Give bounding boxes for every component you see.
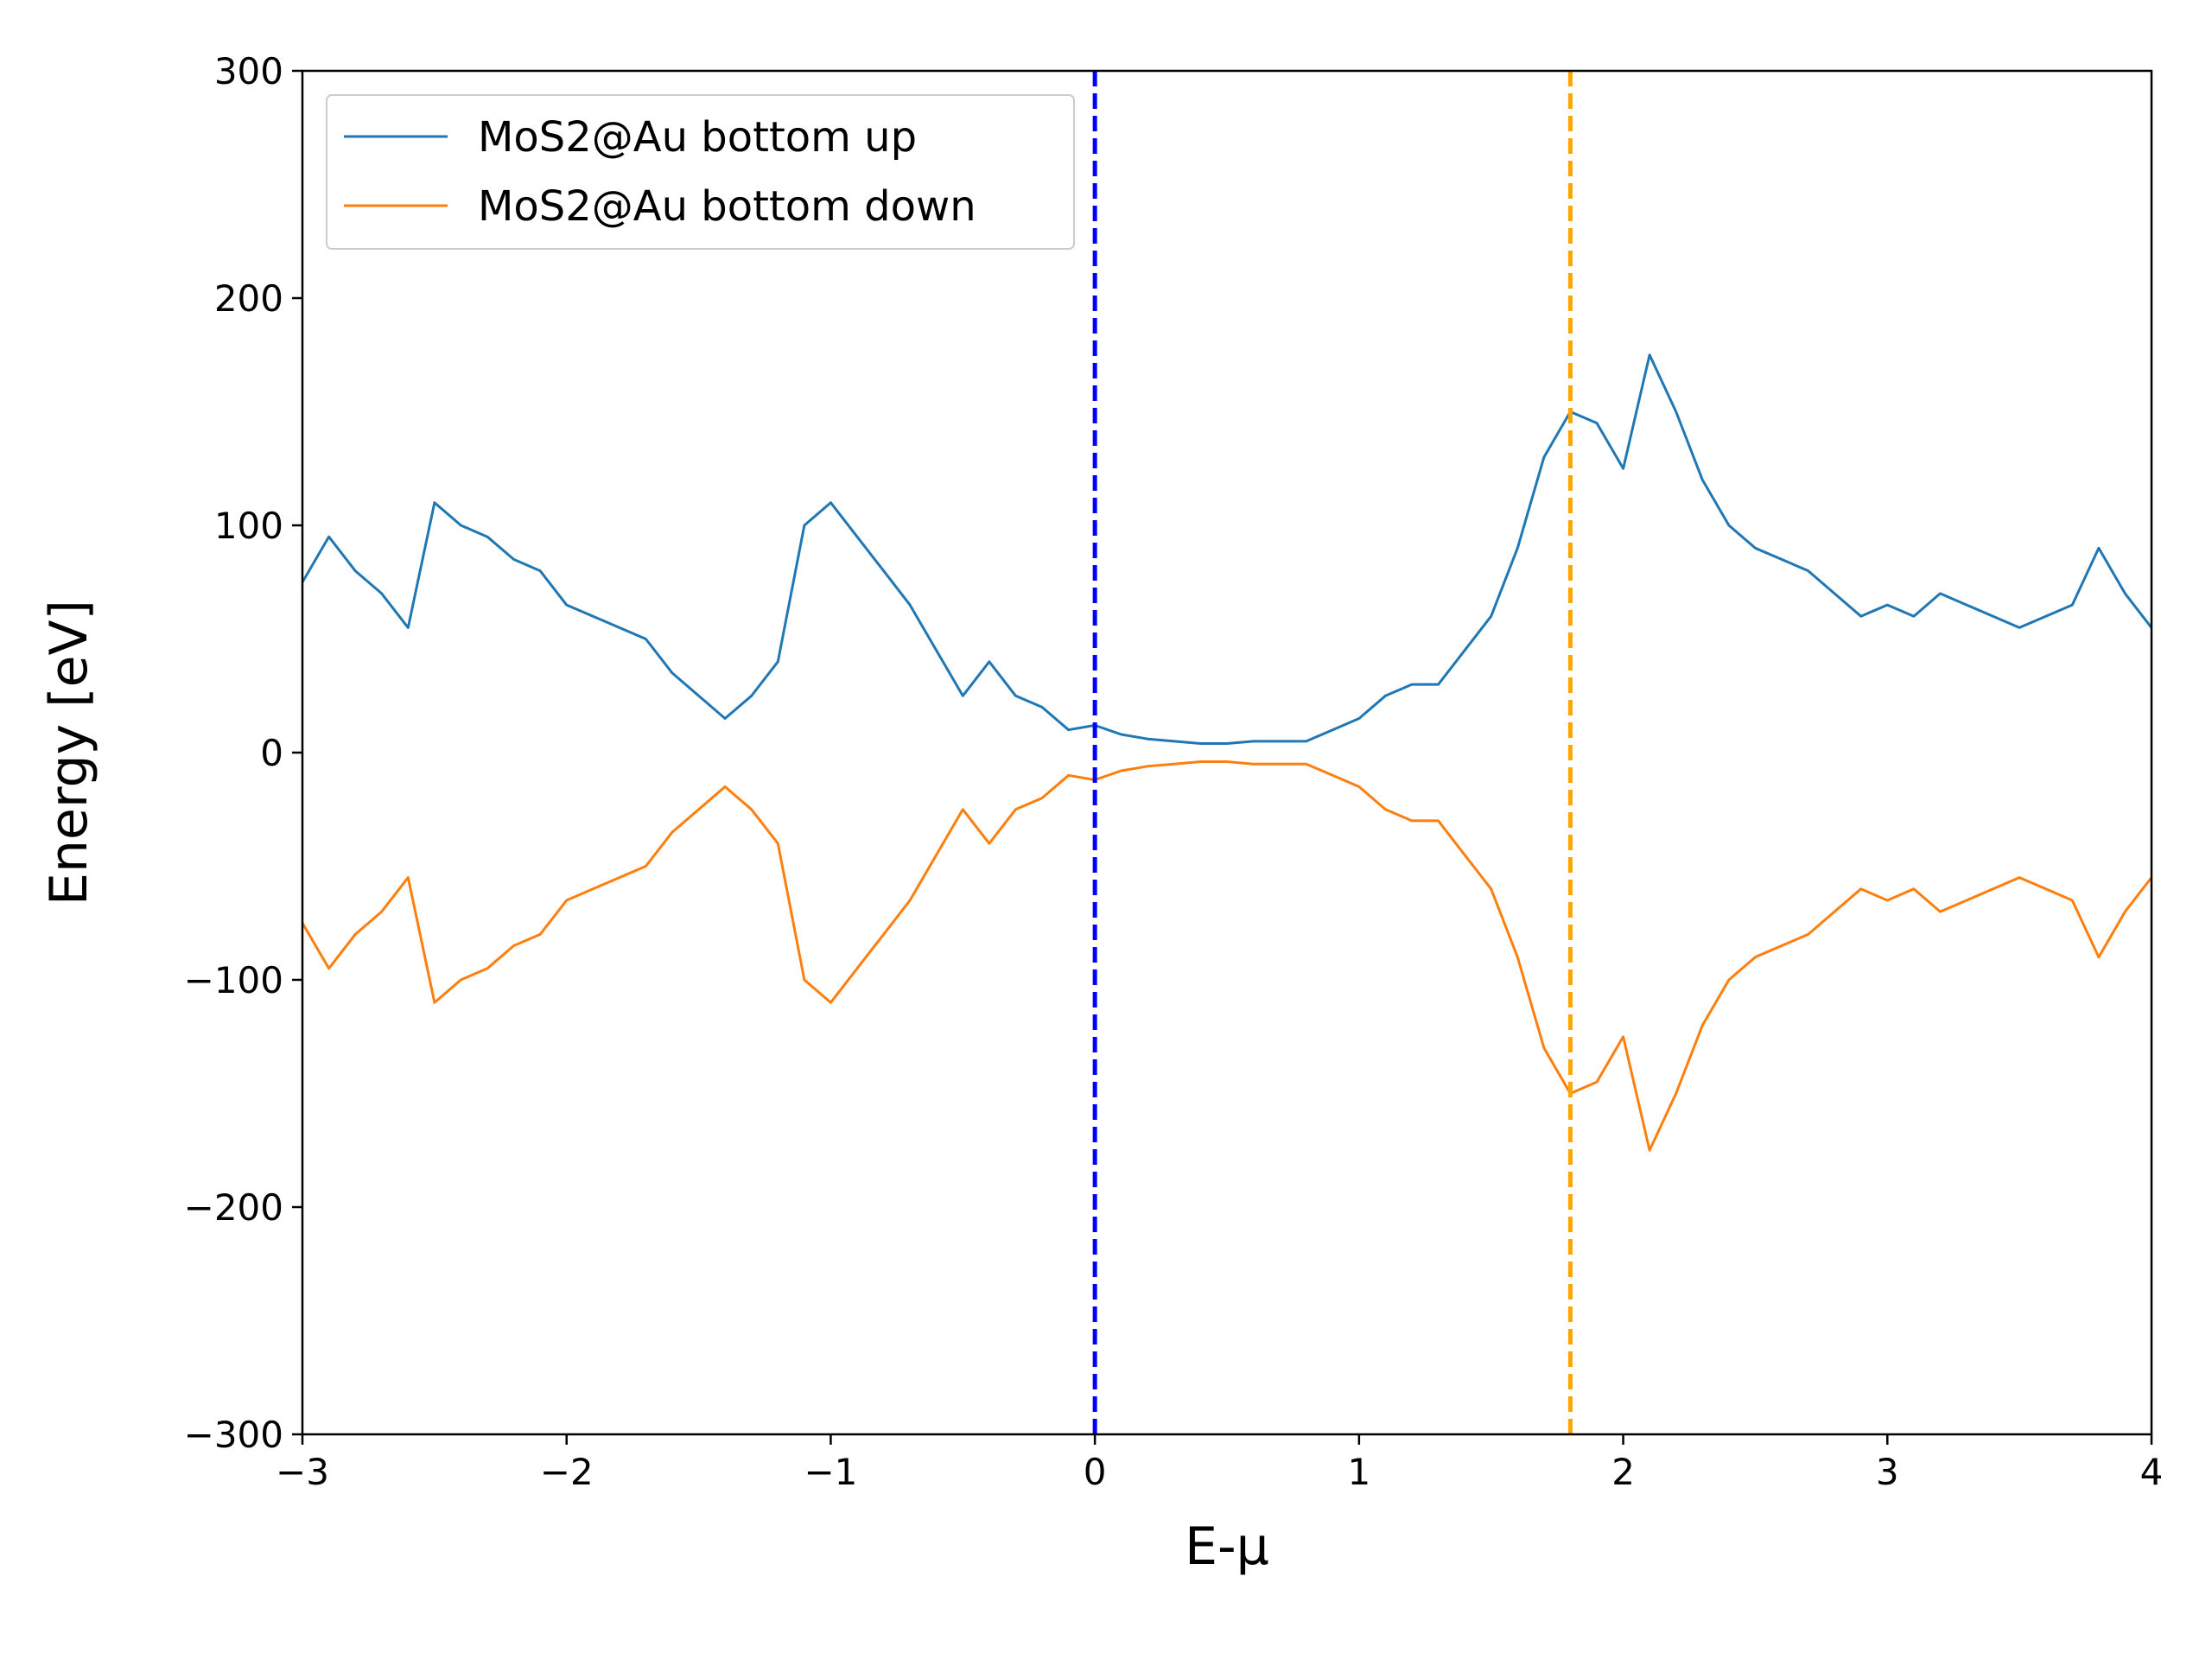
legend-label-series-1: MoS2@Au bottom up — [478, 113, 917, 162]
x-tick-label: −1 — [804, 1451, 857, 1493]
x-tick-label: 3 — [1876, 1451, 1899, 1493]
y-tick-label: 0 — [260, 732, 283, 774]
x-tick-label: −3 — [276, 1451, 329, 1493]
x-axis-label: E-μ — [1185, 1516, 1269, 1577]
plot-area — [302, 353, 2152, 1152]
x-axis-ticks: −3 −2 −1 0 1 2 3 4 — [276, 1434, 2163, 1493]
axes-frame — [301, 69, 2153, 1436]
y-tick-label: −200 — [184, 1186, 283, 1229]
series-line-2 — [302, 760, 2152, 1152]
x-tick-label: 2 — [1611, 1451, 1635, 1493]
legend: MoS2@Au bottom up MoS2@Au bottom down — [326, 94, 1075, 250]
y-tick-label: −100 — [184, 959, 283, 1001]
series-line-1 — [302, 353, 2152, 745]
y-axis-label: Energy [eV] — [39, 600, 99, 906]
x-tick-label: 4 — [2140, 1451, 2164, 1493]
y-tick-label: 300 — [214, 50, 283, 92]
x-tick-label: −2 — [540, 1451, 594, 1493]
y-tick-label: −300 — [184, 1414, 283, 1456]
legend-box — [326, 94, 1075, 250]
y-axis-ticks: −300 −200 −100 0 100 200 300 — [184, 50, 302, 1456]
legend-label-series-2: MoS2@Au bottom down — [478, 182, 976, 231]
y-tick-label: 200 — [214, 277, 283, 320]
x-tick-label: 0 — [1084, 1451, 1107, 1493]
reference-lines — [1092, 71, 1573, 1434]
y-tick-label: 100 — [214, 505, 283, 547]
x-tick-label: 1 — [1347, 1451, 1370, 1493]
